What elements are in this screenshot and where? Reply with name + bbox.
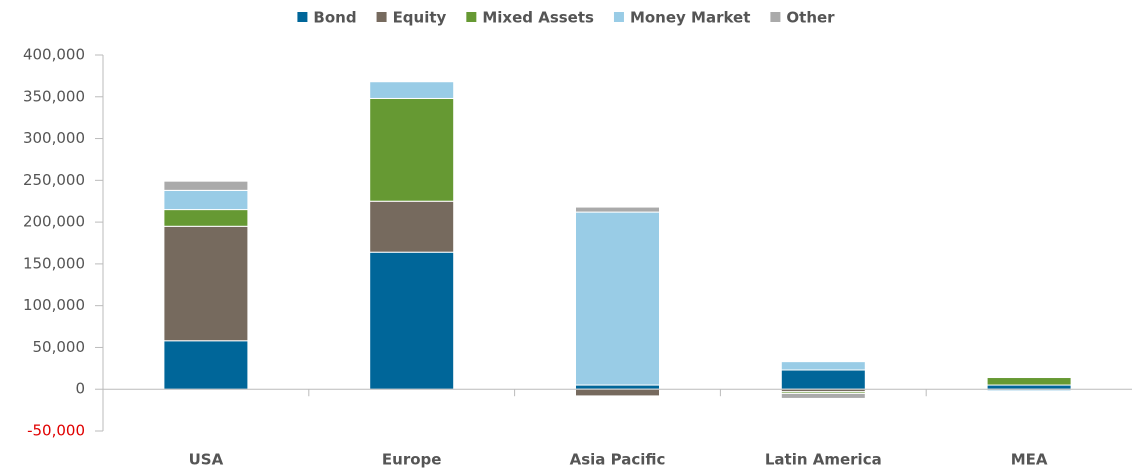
legend-swatch <box>297 12 308 22</box>
y-tick-label: 250,000 <box>23 171 85 189</box>
x-tick-label: Europe <box>382 451 442 469</box>
x-tick-label: MEA <box>1011 451 1048 469</box>
bar-segment <box>575 384 660 390</box>
legend-label: Mixed Assets <box>482 9 594 27</box>
legend-label: Other <box>786 9 835 27</box>
bar-segment <box>369 97 455 202</box>
bar-segment <box>369 251 455 390</box>
bar-segment <box>163 209 249 227</box>
bar-segment <box>163 340 249 390</box>
legend-label: Bond <box>313 9 356 27</box>
legend-label: Equity <box>393 9 447 27</box>
bar-segment <box>163 180 249 191</box>
bar-segment <box>369 200 455 253</box>
y-tick-label: 400,000 <box>23 46 85 64</box>
bar-segment <box>163 225 249 342</box>
legend-swatch <box>613 12 624 22</box>
legend-swatch <box>466 12 477 22</box>
legend-swatch <box>770 12 781 22</box>
y-tick-label: 0 <box>75 380 85 398</box>
x-tick-label: USA <box>189 451 224 469</box>
bar-segment <box>163 189 249 211</box>
bar-segment <box>780 369 866 390</box>
y-tick-label: 200,000 <box>23 213 85 231</box>
bar-segment <box>986 377 1072 386</box>
bar-segment <box>369 81 455 99</box>
legend-swatch <box>376 12 387 22</box>
y-tick-label: 150,000 <box>23 254 85 272</box>
bar-segment <box>780 392 866 399</box>
y-tick-label: 50,000 <box>33 338 86 356</box>
bar-segment <box>575 206 660 213</box>
x-tick-label: Asia Pacific <box>570 451 666 469</box>
bar-segment <box>575 211 660 386</box>
bar-segment <box>986 384 1072 390</box>
y-tick-label: -50,000 <box>27 422 85 440</box>
y-tick-label: 100,000 <box>23 296 85 314</box>
bar-segment <box>575 388 660 397</box>
x-tick-label: Latin America <box>765 451 882 469</box>
bar-segment <box>780 361 866 371</box>
y-tick-label: 350,000 <box>23 87 85 105</box>
y-tick-label: 300,000 <box>23 129 85 147</box>
legend-label: Money Market <box>630 9 750 27</box>
